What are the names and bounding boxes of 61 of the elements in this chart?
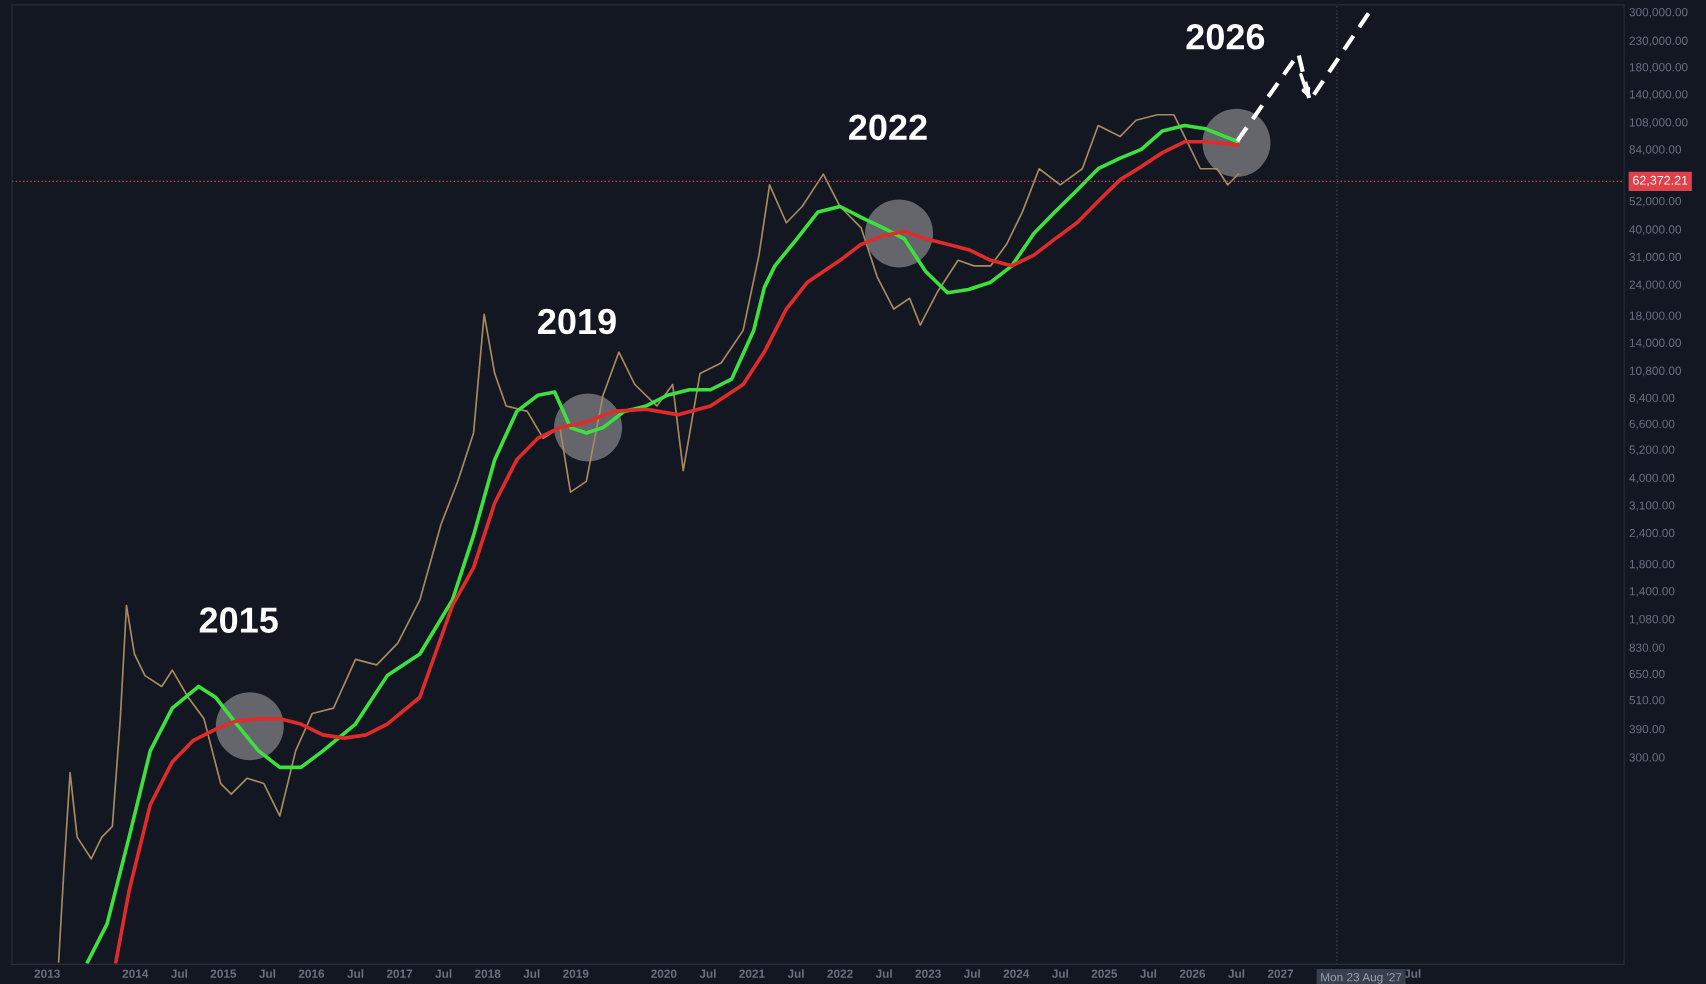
x-tick-label: Jul [523,969,540,978]
x-tick-label: Jul [1228,969,1245,978]
x-tick-label: Jul [787,969,804,978]
x-tick-label: Jul [699,969,716,978]
y-tick-label: 390.00 [1629,724,1665,734]
y-tick-label: 18,000.00 [1629,311,1682,322]
y-tick-label: 1,080.00 [1629,615,1675,625]
y-tick-label: 300.00 [1629,753,1665,762]
x-tick-label: 2013 [34,969,60,978]
ref-line-label: 62,372.21 [1633,175,1688,187]
annotation: 2022 [849,114,927,141]
y-tick-label: 510.00 [1629,695,1665,705]
x-tick-label: 2025 [1091,969,1118,978]
y-tick-label: 650.00 [1629,669,1665,679]
x-tick-label: 2015 [210,969,237,978]
x-tick-label: 2022 [827,969,853,978]
y-tick-label: 108,000.00 [1629,118,1688,128]
x-tick-label: 2026 [1179,969,1206,978]
x-tick-label: Jul [963,969,980,978]
y-tick-label: 24,000.00 [1629,280,1682,291]
x-tick-label: 2027 [1267,969,1294,978]
x-tick-label: Jul [1051,969,1068,978]
x-tick-label: 2016 [298,969,325,978]
x-tick-label: 2020 [651,969,677,978]
x-tick-label: Jul [1404,969,1421,978]
x-tick-label: Jul [347,969,364,978]
x-tick-label: Jul [435,969,452,978]
y-tick-label: 52,000.00 [1629,197,1682,207]
annotation: 2019 [538,308,616,335]
x-tick-label: Jul [259,969,276,978]
annotation: 2026 [1186,24,1265,50]
x-tick-label: 2018 [474,969,501,978]
y-tick-label: 31,000.00 [1629,252,1682,263]
y-tick-label: 830.00 [1629,643,1665,652]
annotation: 2015 [199,607,278,633]
y-tick-label: 40,000.00 [1629,225,1682,236]
ref-line-label: Mon 23 Aug '27 [1321,973,1402,984]
y-tick-label: 10,800.00 [1629,366,1682,377]
x-tick-label: 2014 [122,969,149,978]
x-tick-label: 2024 [1003,969,1030,978]
y-tick-label: 300,000.00 [1629,7,1688,18]
x-tick-label: Jul [875,969,892,978]
y-tick-label: 8,400.00 [1629,393,1675,404]
y-tick-label: 84,000.00 [1629,145,1682,156]
y-tick-label: 140,000.00 [1629,90,1688,100]
y-tick-label: 6,600.00 [1629,419,1675,430]
x-tick-label: Jul [1140,969,1157,978]
y-tick-label: 4,000.00 [1629,473,1675,484]
x-tick-label: 2017 [386,969,413,978]
y-tick-label: 180,000.00 [1629,63,1688,73]
y-tick-label: 5,200.00 [1629,445,1675,456]
x-tick-label: 2019 [563,969,589,978]
x-tick-label: 2023 [915,969,941,978]
y-tick-label: 1,400.00 [1629,587,1675,597]
y-tick-label: 2,400.00 [1629,528,1675,539]
x-tick-label: Jul [170,969,188,978]
x-tick-label: 2021 [739,969,765,978]
y-tick-label: 1,800.00 [1629,559,1675,570]
y-tick-label: 3,100.00 [1629,501,1675,512]
y-tick-label: 14,000.00 [1629,338,1682,349]
y-tick-label: 230,000.00 [1629,36,1688,47]
